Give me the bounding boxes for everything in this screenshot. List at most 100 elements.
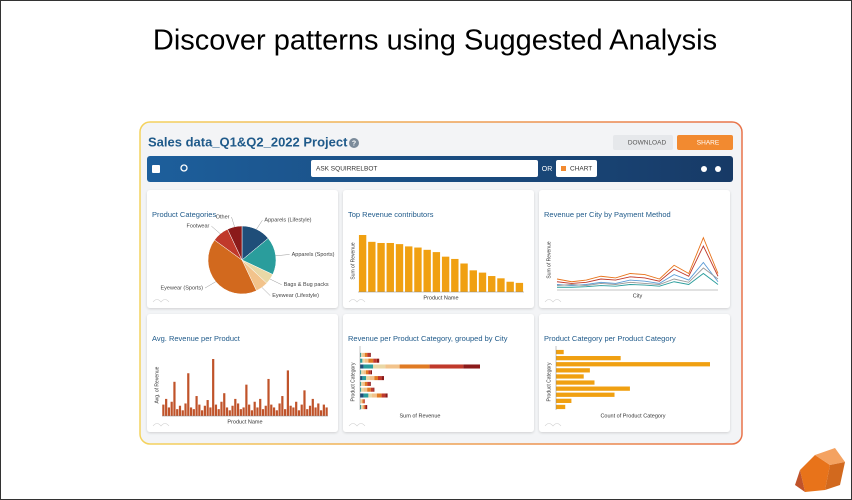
bar-segment bbox=[362, 405, 364, 410]
bar-segment bbox=[374, 376, 378, 381]
bar bbox=[214, 404, 218, 416]
bar-segment bbox=[363, 387, 368, 392]
bar bbox=[203, 405, 206, 416]
bar bbox=[317, 403, 320, 416]
bar bbox=[231, 405, 234, 416]
bar bbox=[297, 410, 301, 416]
bar bbox=[469, 270, 477, 292]
settings-icon[interactable] bbox=[715, 166, 721, 172]
bar-segment bbox=[363, 399, 365, 404]
bar bbox=[281, 396, 284, 416]
bar bbox=[176, 409, 179, 416]
bar-segment bbox=[370, 370, 372, 375]
bar-segment bbox=[368, 393, 372, 398]
chart-label: CHART bbox=[570, 166, 592, 173]
chart-icon bbox=[561, 166, 566, 171]
bar bbox=[209, 407, 212, 416]
card-footer-icon bbox=[152, 299, 170, 303]
bar-segment bbox=[364, 358, 369, 363]
bar-segment bbox=[376, 358, 380, 363]
bar bbox=[423, 249, 431, 292]
bar bbox=[272, 407, 276, 416]
bar-segment bbox=[363, 405, 365, 410]
bar-segment bbox=[381, 376, 384, 381]
bar-segment bbox=[362, 352, 365, 357]
bar-segment bbox=[381, 393, 386, 398]
bar bbox=[556, 368, 590, 373]
ask-input[interactable] bbox=[311, 160, 538, 177]
bar-segment bbox=[429, 364, 464, 369]
bar bbox=[278, 403, 281, 416]
bar bbox=[198, 404, 201, 416]
bar-segment bbox=[361, 405, 363, 410]
bar bbox=[234, 398, 237, 416]
bar-segment bbox=[364, 381, 368, 386]
bar bbox=[325, 407, 328, 416]
bar bbox=[256, 407, 259, 416]
share-button[interactable] bbox=[677, 135, 733, 150]
bar-segment bbox=[376, 393, 382, 398]
y-axis-label: Avg. of Revenue bbox=[154, 366, 160, 403]
bar bbox=[506, 281, 514, 292]
bar-segment bbox=[361, 387, 364, 392]
card-title: Top Revenue contributors bbox=[348, 210, 434, 219]
card-title: Revenue per City by Payment Method bbox=[544, 210, 671, 219]
bar bbox=[308, 405, 312, 416]
card bbox=[539, 190, 730, 308]
bar bbox=[414, 247, 422, 292]
bar bbox=[189, 407, 193, 416]
leader-line bbox=[261, 287, 271, 296]
bar bbox=[556, 380, 595, 385]
card-title: Product Categories bbox=[152, 210, 216, 219]
chart-button[interactable] bbox=[556, 160, 597, 177]
search-icon[interactable] bbox=[180, 164, 188, 172]
bar bbox=[220, 401, 223, 416]
bar-segment bbox=[361, 370, 364, 375]
bar-segment bbox=[360, 376, 363, 381]
bar bbox=[556, 386, 630, 391]
bar bbox=[556, 404, 566, 410]
x-axis-label: Product Name bbox=[423, 295, 458, 301]
download-button[interactable] bbox=[613, 135, 673, 150]
bar bbox=[377, 242, 385, 292]
bar bbox=[173, 381, 176, 416]
bar bbox=[306, 409, 309, 416]
bar bbox=[556, 392, 615, 397]
bar bbox=[195, 396, 198, 416]
chat-icon[interactable] bbox=[701, 166, 707, 172]
pie-label: Apparels (Lifestyle) bbox=[264, 218, 311, 224]
y-axis-label: Sum of Revenue bbox=[546, 241, 552, 278]
line-series bbox=[556, 267, 719, 287]
bar bbox=[192, 409, 195, 416]
x-axis-label: Sum of Revenue bbox=[400, 413, 441, 419]
bar bbox=[253, 401, 256, 416]
line-series bbox=[556, 244, 719, 284]
bar bbox=[236, 403, 240, 416]
bar-segment bbox=[360, 387, 362, 392]
bar bbox=[248, 404, 251, 416]
card-title: Avg. Revenue per Product bbox=[152, 334, 241, 343]
card-title: Revenue per Product Category, grouped by… bbox=[348, 334, 508, 343]
card bbox=[343, 314, 534, 432]
bar bbox=[217, 409, 220, 416]
card-footer-icon bbox=[348, 423, 366, 427]
download-label: DOWNLOAD bbox=[628, 140, 667, 147]
bar-segment bbox=[361, 352, 363, 357]
leader-line bbox=[211, 225, 221, 234]
or-text: OR bbox=[542, 166, 553, 173]
bar bbox=[395, 244, 404, 292]
leader-line bbox=[204, 281, 216, 289]
pie-label: Other bbox=[216, 215, 230, 221]
help-icon[interactable] bbox=[349, 138, 359, 148]
bar bbox=[451, 258, 459, 292]
leader-line bbox=[270, 278, 282, 285]
checkbox[interactable] bbox=[152, 165, 160, 173]
bar-segment bbox=[378, 376, 382, 381]
bar-segment bbox=[373, 358, 377, 363]
bar bbox=[319, 410, 323, 416]
x-axis-label: Product Name bbox=[227, 419, 262, 425]
bar bbox=[441, 256, 450, 292]
bar-segment bbox=[372, 393, 377, 398]
bar bbox=[187, 373, 190, 416]
